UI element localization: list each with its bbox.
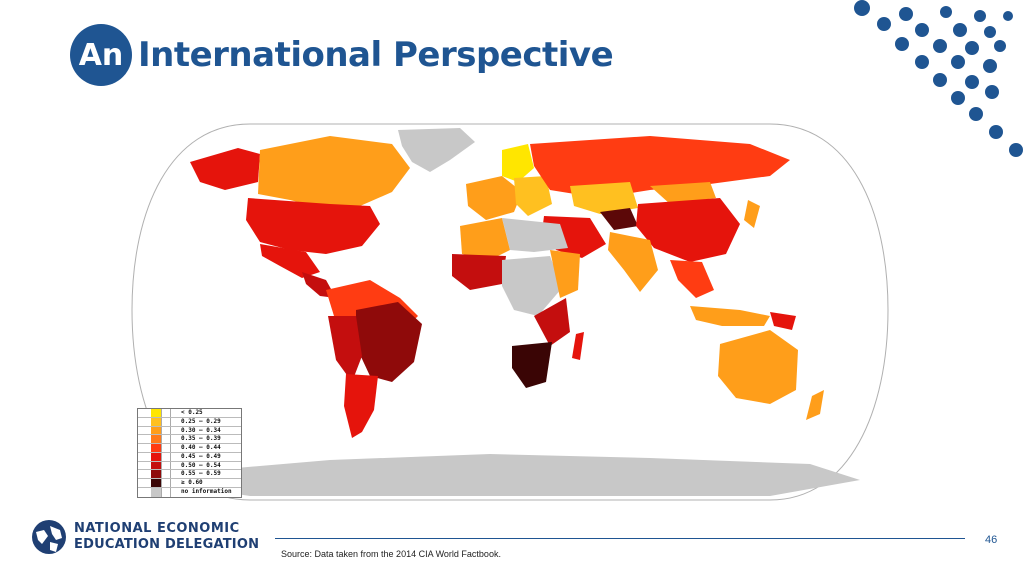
region-mexico: [260, 244, 320, 278]
legend-row: ≥ 0.60: [138, 479, 241, 488]
region-alaska: [190, 148, 260, 190]
region-japan: [744, 200, 760, 228]
legend-swatch: [151, 409, 162, 417]
region-papua: [770, 312, 796, 330]
decorative-dots: [854, 0, 1023, 157]
legend-swatch: [151, 452, 162, 461]
title-prefix-badge: An: [70, 24, 132, 86]
legend-label: 0.40 – 0.44: [170, 444, 241, 452]
source-note: Source: Data taken from the 2014 CIA Wor…: [281, 549, 501, 559]
region-west-africa: [452, 254, 506, 290]
legend-swatch: [151, 470, 162, 478]
legend-label: ≥ 0.60: [170, 479, 241, 487]
region-brazil: [356, 302, 422, 382]
organization-logo: NATIONAL ECONOMIC EDUCATION DELEGATION: [30, 518, 259, 556]
region-usa: [246, 198, 380, 254]
legend-swatch: [151, 417, 162, 426]
legend-row: no information: [138, 487, 241, 497]
legend-row: < 0.25: [138, 409, 241, 418]
legend-swatch: [151, 426, 162, 435]
logo-line-1: NATIONAL ECONOMIC: [74, 521, 240, 536]
logo-line-2: EDUCATION DELEGATION: [74, 537, 260, 552]
region-greenland: [398, 128, 475, 172]
map-legend: < 0.25 0.25 – 0.29 0.30 – 0.34 0.35 – 0.…: [137, 408, 242, 498]
legend-swatch: [151, 479, 162, 487]
region-scandinavia: [502, 144, 534, 182]
legend-swatch: [151, 487, 162, 497]
legend-row: 0.55 – 0.59: [138, 470, 241, 479]
legend-label: 0.30 – 0.34: [170, 426, 241, 435]
region-new-zealand: [806, 390, 824, 420]
page-number: 46: [985, 534, 998, 546]
region-antarctica: [170, 454, 860, 496]
region-southern-africa-east: [534, 298, 570, 346]
region-north-africa-west: [460, 218, 510, 260]
legend-label: 0.55 – 0.59: [170, 470, 241, 478]
legend-row: 0.40 – 0.44: [138, 444, 241, 453]
footer-divider: [275, 538, 965, 539]
legend-swatch: [151, 461, 162, 470]
region-north-africa-east: [502, 218, 568, 252]
region-south-america-west: [328, 316, 362, 382]
region-australia: [718, 330, 798, 404]
title-text: International Perspective: [138, 35, 614, 75]
region-russia: [530, 136, 790, 198]
region-kazakhstan: [570, 182, 638, 214]
legend-label: 0.50 – 0.54: [170, 461, 241, 470]
legend-label: 0.45 – 0.49: [170, 452, 241, 461]
slide-title: An International Perspective: [70, 22, 614, 88]
legend-swatch: [151, 444, 162, 452]
legend-label: 0.25 – 0.29: [170, 417, 241, 426]
globe-icon: [32, 520, 66, 554]
region-mongolia: [650, 182, 716, 204]
region-east-africa: [550, 250, 580, 298]
region-europe-east: [514, 176, 552, 216]
legend-row: 0.50 – 0.54: [138, 461, 241, 471]
legend-label: < 0.25: [170, 409, 241, 417]
legend-label: 0.35 – 0.39: [170, 435, 241, 443]
legend-row: 0.35 – 0.39: [138, 435, 241, 444]
world-map: [131, 123, 889, 501]
region-madagascar: [572, 332, 584, 360]
region-southeast-asia: [670, 260, 714, 298]
region-china: [636, 198, 740, 262]
region-canada: [258, 136, 410, 210]
legend-row: 0.45 – 0.49: [138, 452, 241, 462]
region-argentina: [344, 374, 378, 438]
legend-label: no information: [170, 487, 241, 497]
region-europe-west: [466, 176, 522, 220]
legend-swatch: [151, 435, 162, 443]
region-central-asia: [600, 208, 638, 230]
region-indonesia: [690, 306, 770, 326]
region-central-africa: [502, 256, 562, 316]
legend-row: 0.25 – 0.29: [138, 417, 241, 427]
region-india: [608, 232, 658, 292]
legend-row: 0.30 – 0.34: [138, 426, 241, 436]
region-southern-africa: [512, 342, 552, 388]
